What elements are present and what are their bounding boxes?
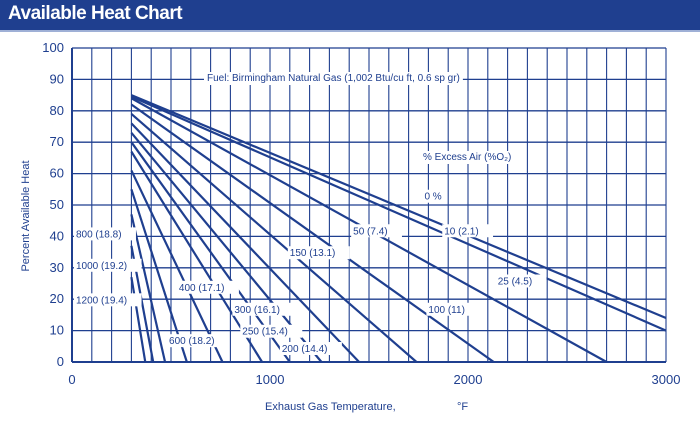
y-tick-label: 80 bbox=[50, 103, 64, 118]
y-tick-label: 0 bbox=[57, 354, 64, 369]
series-line bbox=[130, 103, 495, 363]
y-tick-label: 40 bbox=[50, 228, 64, 243]
series-label: 400 (17.1) bbox=[179, 283, 225, 294]
series-label: 25 (4.5) bbox=[498, 277, 532, 288]
series-label-bg bbox=[176, 280, 239, 294]
header-divider bbox=[0, 30, 700, 32]
series-label-bg bbox=[426, 302, 478, 316]
series-line bbox=[130, 169, 224, 363]
series-label-bg bbox=[279, 342, 342, 356]
series-label-bg bbox=[73, 227, 136, 241]
subtitle-bg bbox=[204, 72, 463, 85]
series-label-bg bbox=[351, 224, 402, 238]
series-line bbox=[130, 95, 667, 332]
series-label: 0 % bbox=[424, 192, 441, 203]
series-label: 600 (18.2) bbox=[169, 336, 215, 347]
series-label-bg bbox=[73, 258, 142, 272]
annotation-boxes: 0 % 10 (2.1) 25 (4.5) 50 (7.4) 100 (11) 150 (… bbox=[73, 189, 547, 356]
y-tick-label: 100 bbox=[42, 40, 64, 55]
series-line bbox=[130, 113, 418, 363]
series-label-bg bbox=[442, 224, 494, 238]
series-label: 100 (11) bbox=[428, 305, 465, 316]
series-label: 1000 (19.2) bbox=[76, 261, 127, 272]
x-tick-label: 3000 bbox=[652, 372, 681, 387]
y-tick-label: 10 bbox=[50, 323, 64, 338]
series-label-bg bbox=[495, 274, 547, 288]
y-tick-label: 70 bbox=[50, 134, 64, 149]
series-label: 250 (15.4) bbox=[242, 327, 288, 338]
series-line bbox=[130, 122, 360, 363]
x-tick-label: 0 bbox=[68, 372, 75, 387]
series-label: 150 (13.1) bbox=[290, 248, 336, 259]
series-line bbox=[130, 94, 667, 320]
x-axis-unit: °F bbox=[457, 401, 468, 413]
series-label: 50 (7.4) bbox=[353, 226, 387, 237]
series-label-bg bbox=[232, 302, 295, 316]
y-tick-label: 90 bbox=[50, 71, 64, 86]
legend-title: % Excess Air (%O₂) bbox=[423, 152, 511, 163]
chart-header-title: Available Heat Chart bbox=[8, 3, 183, 24]
series-label: 10 (2.1) bbox=[444, 226, 478, 237]
y-tick-label: 30 bbox=[50, 260, 64, 275]
legend-title-bg bbox=[420, 151, 515, 164]
series-line bbox=[130, 214, 167, 363]
series-line bbox=[130, 132, 323, 363]
series-label-bg bbox=[167, 334, 230, 348]
y-axis-label: Percent Available Heat bbox=[20, 160, 32, 271]
series-label-bg bbox=[422, 189, 446, 203]
series-label: 300 (16.1) bbox=[234, 305, 280, 316]
chart-subtitle: Fuel: Birmingham Natural Gas (1,002 Btu/… bbox=[207, 73, 460, 84]
series-label: 200 (14.4) bbox=[282, 344, 328, 355]
x-tick-label: 2000 bbox=[454, 372, 483, 387]
y-tick-label: 60 bbox=[50, 166, 64, 181]
series-label-bg bbox=[287, 246, 350, 260]
series-label-bg bbox=[240, 324, 303, 338]
y-tick-label: 50 bbox=[50, 197, 64, 212]
series-line bbox=[130, 188, 188, 363]
series-line bbox=[130, 277, 147, 363]
series-label: 1200 (19.4) bbox=[76, 295, 127, 306]
y-tick-label: 20 bbox=[50, 291, 64, 306]
x-tick-label: 1000 bbox=[256, 372, 285, 387]
x-axis-label: Exhaust Gas Temperature, bbox=[265, 401, 396, 413]
series-label-bg bbox=[73, 293, 142, 307]
series-label: 800 (18.8) bbox=[76, 229, 122, 240]
chart-header-bar: Available Heat Chart bbox=[0, 0, 700, 30]
